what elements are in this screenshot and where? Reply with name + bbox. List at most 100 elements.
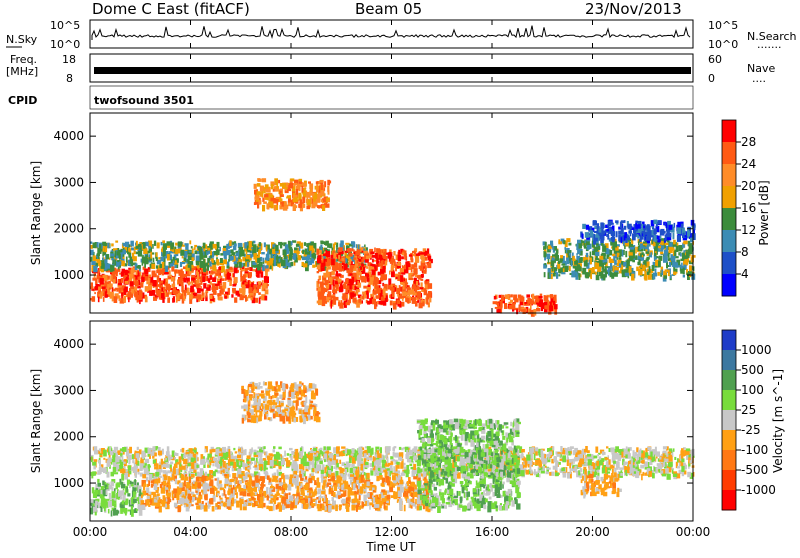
heatmap-cell [614,260,617,265]
heatmap-cell [114,260,116,266]
cpid-value: twofsound 3501 [94,94,194,107]
heatmap-cell [642,267,646,270]
noise-left-label: N.Sky [6,33,38,46]
heatmap-cell [396,277,398,279]
heatmap-cell [112,456,115,462]
heatmap-cell [322,257,324,261]
heatmap-cell [252,474,255,478]
heatmap-cell [178,278,182,284]
heatmap-cell [129,244,131,247]
heatmap-cell [169,251,173,253]
heatmap-cell [416,281,418,286]
heatmap-cell [320,241,323,243]
heatmap-cell [182,448,185,453]
heatmap-cell [290,262,293,266]
date-label: 23/Nov/2013 [585,0,682,18]
heatmap-cell [136,271,138,275]
heatmap-cell [247,455,251,459]
heatmap-cell [592,251,595,255]
heatmap-cell [665,243,669,245]
heatmap-cell [327,297,331,299]
heatmap-cell [551,244,553,248]
heatmap-cell [653,220,657,225]
heatmap-cell [665,257,668,260]
heatmap-cell [293,464,296,470]
heatmap-cell [301,471,305,474]
heatmap-cell [370,252,374,255]
heatmap-cell [209,275,212,280]
heatmap-cell [643,226,645,229]
heatmap-cell [593,469,595,472]
power-y-axis-label: Slant Range [km] [29,161,43,265]
heatmap-cell [327,258,330,263]
heatmap-cell [621,228,624,235]
heatmap-cell [297,241,301,243]
heatmap-cell [306,192,309,197]
heatmap-cell [325,241,329,246]
heatmap-cell [580,257,583,261]
heatmap-cell [312,265,315,268]
heatmap-cell [110,265,113,272]
heatmap-cell [586,253,588,257]
heatmap-cell [294,197,298,202]
heatmap-cell [412,251,416,253]
heatmap-cell [381,290,383,297]
heatmap-cell [289,183,293,189]
heatmap-cell [669,461,673,466]
heatmap-cell [350,265,354,268]
heatmap-cell [112,260,114,264]
heatmap-cell [686,251,690,258]
heatmap-cell [253,285,256,289]
heatmap-cell [178,241,182,246]
heatmap-cell [643,241,647,243]
heatmap-cell [292,240,296,243]
heatmap-cell [278,180,280,183]
heatmap-cell [103,297,105,302]
heatmap-cell [596,243,599,245]
heatmap-cell [643,254,645,257]
heatmap-cell [123,288,126,295]
heatmap-cell [182,256,184,258]
heatmap-cell [151,264,155,269]
heatmap-cell [97,242,99,248]
heatmap-cell [401,302,404,307]
heatmap-cell [107,284,109,289]
heatmap-cell [291,178,294,181]
heatmap-cell [567,473,570,479]
heatmap-cell [398,250,400,255]
heatmap-cell [596,461,599,466]
heatmap-cell [135,472,137,478]
heatmap-cell [263,458,266,461]
heatmap-cell [231,294,233,298]
heatmap-cell [163,250,166,256]
heatmap-cell [304,242,306,246]
heatmap-cell [323,184,325,188]
heatmap-cell [412,287,416,290]
heatmap-cell [98,297,100,303]
heatmap-cell [206,251,208,255]
heatmap-cell [196,465,198,468]
heatmap-cell [308,181,311,183]
heatmap-cell [374,248,376,253]
heatmap-cell [153,258,155,262]
heatmap-cell [157,242,160,246]
heatmap-cell [222,278,225,281]
heatmap-cell [290,455,292,460]
heatmap-cell [232,288,236,292]
heatmap-cell [209,470,213,474]
heatmap-cell [119,254,121,260]
heatmap-cell [167,446,170,452]
heatmap-cell [262,205,265,212]
heatmap-cell [590,258,592,265]
heatmap-cell [263,446,265,449]
heatmap-cell [259,458,263,464]
heatmap-cell [197,272,199,279]
heatmap-cell [374,279,378,284]
heatmap-cell [331,302,333,309]
heatmap-cell [248,272,251,278]
heatmap-cell [390,301,393,306]
heatmap-cell [392,459,395,462]
heatmap-cell [644,458,647,460]
heatmap-cell [267,203,270,209]
heatmap-cell [131,268,135,273]
